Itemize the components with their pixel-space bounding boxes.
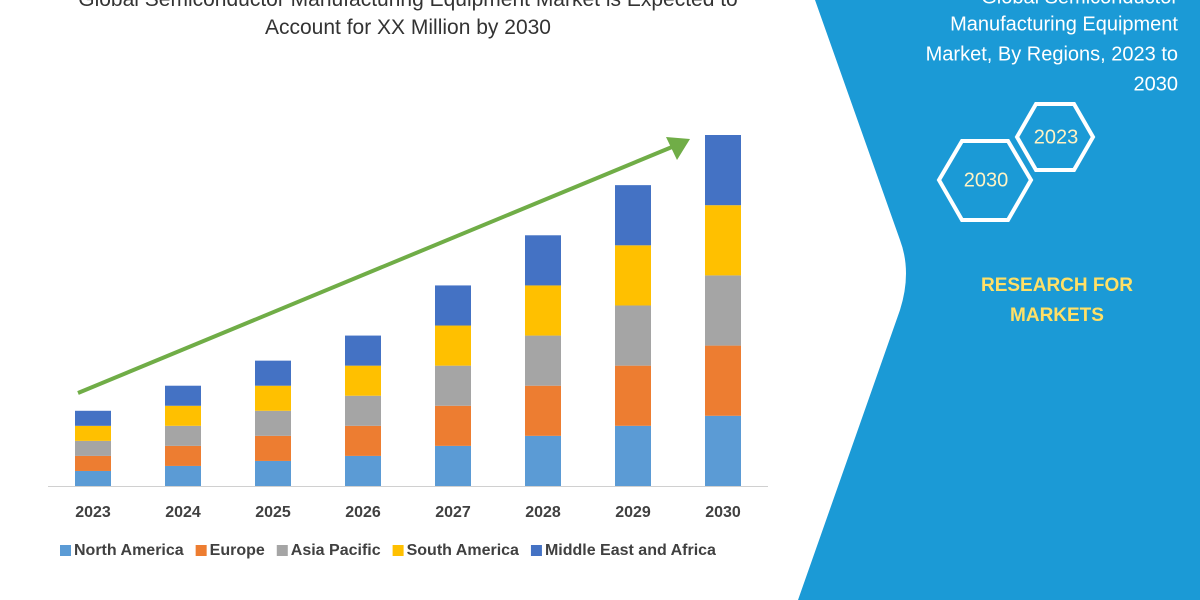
side-title: Manufacturing Equipment — [950, 13, 1178, 35]
bar-segment — [165, 385, 201, 406]
bar-segment — [75, 440, 111, 456]
legend-swatch — [530, 545, 542, 556]
bar-segment — [525, 335, 561, 386]
bar-segment — [255, 435, 291, 461]
bar-segment — [525, 385, 561, 436]
bar-segment — [615, 365, 651, 426]
legend-label: Asia Pacific — [291, 542, 381, 559]
bar-segment — [345, 425, 381, 456]
trend-arrowhead — [666, 137, 690, 160]
side-title: Market, By Regions, 2023 to — [926, 43, 1178, 65]
bar-segment — [255, 410, 291, 436]
bar-segment — [705, 135, 741, 206]
x-tick-label: 2026 — [345, 504, 381, 521]
bar-segment — [435, 285, 471, 326]
bar-segment — [705, 275, 741, 346]
bar-segment — [525, 235, 561, 286]
x-tick-label: 2023 — [75, 504, 111, 521]
x-tick-label: 2028 — [525, 504, 561, 521]
bar-segment — [435, 445, 471, 486]
bar-segment — [255, 460, 291, 486]
hexagon — [1014, 102, 1096, 172]
x-tick-label: 2030 — [705, 504, 741, 521]
x-tick-label: 2024 — [165, 504, 201, 521]
bar-segment — [75, 410, 111, 426]
bar-segment — [165, 405, 201, 426]
side-panel — [798, 0, 1200, 600]
bar-segment — [75, 470, 111, 486]
legend-label: South America — [407, 542, 519, 559]
hexagon-label: 2030 — [964, 169, 1009, 191]
bar-segment — [255, 360, 291, 386]
side-title: 2030 — [1134, 73, 1179, 95]
bar-segment — [345, 365, 381, 396]
bar-segment — [435, 365, 471, 406]
bar-segment — [345, 455, 381, 486]
x-tick-label: 2029 — [615, 504, 651, 521]
bar-segment — [525, 285, 561, 336]
bar-segment — [75, 425, 111, 441]
hexagon-label: 2023 — [1034, 126, 1079, 148]
bar-segment — [615, 185, 651, 246]
bar-segment — [255, 385, 291, 411]
bar-segment — [615, 305, 651, 366]
legend-swatch — [60, 545, 71, 556]
bar-segment — [345, 395, 381, 426]
brand: RESEARCH FOR — [981, 275, 1133, 296]
bar-segment — [165, 445, 201, 466]
bar-segment — [615, 425, 651, 486]
bar-segment — [435, 405, 471, 446]
bar-segment — [165, 425, 201, 446]
legend-label: Europe — [210, 542, 265, 559]
bar-segment — [705, 345, 741, 416]
bar-segment — [345, 335, 381, 366]
brand: MARKETS — [1010, 305, 1104, 326]
bar-segment — [75, 455, 111, 471]
bar-segment — [705, 205, 741, 276]
hexagon — [936, 139, 1034, 222]
legend-swatch — [195, 545, 207, 556]
side-title: Global Semiconductor — [981, 0, 1178, 8]
bar-segment — [705, 415, 741, 486]
bar-segment — [525, 435, 561, 486]
legend-label: North America — [74, 542, 184, 559]
legend-swatch — [276, 545, 288, 556]
bar-segment — [165, 465, 201, 486]
bar-segment — [435, 325, 471, 366]
trend-arrow — [77, 145, 673, 395]
legend-swatch — [392, 545, 404, 556]
legend-label: Middle East and Africa — [545, 542, 716, 559]
bar-segment — [615, 245, 651, 306]
x-tick-label: 2027 — [435, 504, 471, 521]
x-tick-label: 2025 — [255, 504, 291, 521]
chart-title: Global Semiconductor Manufacturing Equip… — [78, 0, 738, 39]
